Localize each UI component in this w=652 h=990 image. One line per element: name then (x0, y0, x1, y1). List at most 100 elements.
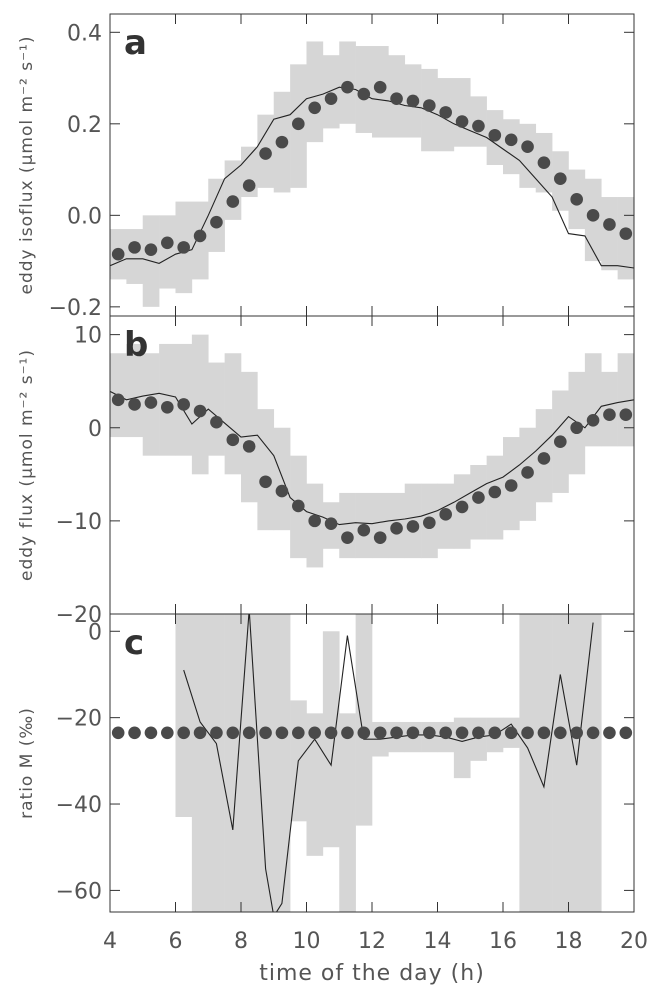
uncertainty-band-bar (241, 614, 258, 912)
y-tick-label: 0.4 (67, 21, 102, 46)
uncertainty-band-bar (584, 614, 602, 912)
data-point (521, 466, 534, 479)
data-point (472, 726, 485, 740)
uncertainty-band-bar (273, 614, 291, 912)
data-point (488, 128, 502, 142)
data-point (439, 508, 452, 521)
data-point (406, 94, 420, 108)
y-tick-label: 0 (88, 417, 102, 442)
data-point (570, 193, 583, 206)
data-point (144, 396, 158, 409)
data-point (537, 726, 551, 740)
data-point (275, 135, 289, 149)
y-axis-label: ratio M (‰) (17, 707, 37, 819)
uncertainty-band-bar (339, 713, 356, 912)
data-point (603, 218, 616, 231)
data-point (439, 106, 452, 119)
uncertainty-band-bar (224, 353, 242, 475)
uncertainty-band-bar (126, 343, 144, 438)
data-point (390, 726, 403, 740)
data-point (177, 241, 190, 254)
x-tick-label: 16 (489, 929, 517, 954)
data-point (193, 404, 207, 418)
data-point (504, 726, 518, 740)
uncertainty-band-bar (339, 492, 356, 559)
uncertainty-band-bar (470, 717, 487, 761)
data-point (357, 87, 371, 101)
uncertainty-band-bar (159, 343, 176, 456)
uncertainty-band-bar (224, 160, 242, 220)
data-point (488, 726, 502, 740)
data-point (619, 726, 633, 740)
data-point (472, 119, 485, 133)
data-point (554, 435, 567, 449)
uncertainty-band-bar (372, 492, 389, 559)
uncertainty-band-bar (208, 362, 225, 456)
x-tick-label: 20 (620, 929, 648, 954)
uncertainty-band-bar (322, 631, 340, 848)
x-tick-label: 18 (555, 929, 583, 954)
data-point (439, 726, 452, 740)
y-axis-label: eddy isoflux (μmol m⁻² s⁻¹) (17, 36, 37, 295)
data-point (308, 514, 321, 528)
x-axis-label: time of the day (h) (259, 961, 485, 986)
x-tick-label: 14 (424, 929, 452, 954)
y-tick-label: −20 (56, 707, 102, 732)
data-point (292, 726, 305, 740)
data-point (603, 726, 616, 740)
uncertainty-band-bar (126, 229, 144, 284)
data-point (177, 726, 190, 740)
data-point (390, 522, 403, 535)
data-point (554, 726, 567, 740)
data-point (275, 484, 289, 498)
data-point (259, 726, 272, 740)
data-point (324, 92, 338, 105)
data-point (308, 726, 321, 740)
data-point (488, 485, 502, 499)
panel-letter: a (124, 23, 147, 63)
data-point (308, 101, 321, 115)
data-point (144, 726, 158, 740)
uncertainty-band-bar (519, 123, 537, 188)
uncertainty-band-bar (273, 427, 291, 531)
data-point (324, 517, 338, 530)
data-point (226, 726, 240, 740)
uncertainty-band-bar (355, 614, 373, 826)
data-point (292, 499, 305, 513)
data-point (586, 414, 600, 427)
uncertainty-band-bar (191, 334, 209, 475)
uncertainty-band-bar (159, 215, 176, 289)
data-point (406, 726, 420, 740)
uncertainty-band-bar (503, 119, 520, 175)
data-point (570, 421, 583, 435)
uncertainty-band-bar (306, 41, 324, 143)
data-point (357, 523, 371, 537)
data-point (423, 516, 436, 530)
data-point (128, 726, 141, 740)
data-point (521, 140, 534, 153)
uncertainty-band-bar (453, 78, 471, 147)
data-point (111, 726, 125, 740)
data-point (242, 440, 256, 453)
data-point (455, 115, 469, 128)
uncertainty-band-bar (175, 614, 193, 817)
data-point (619, 408, 633, 422)
uncertainty-band-bar (306, 713, 324, 856)
data-point (586, 209, 600, 222)
data-point (373, 531, 387, 544)
x-tick-label: 8 (234, 929, 248, 954)
x-tick-label: 12 (358, 929, 386, 954)
data-point (111, 393, 125, 407)
data-point (521, 726, 534, 740)
data-point (537, 452, 551, 465)
uncertainty-band-bar (322, 55, 340, 129)
data-point (128, 241, 141, 254)
data-point (128, 398, 141, 411)
x-tick-label: 10 (293, 929, 321, 954)
y-tick-label: −60 (56, 879, 102, 904)
data-point (554, 172, 567, 186)
data-point (472, 491, 485, 504)
panel-c: −60 −40 −20 0 c ratio M (‰) (17, 613, 635, 913)
y-tick-label: 0.2 (67, 113, 102, 138)
